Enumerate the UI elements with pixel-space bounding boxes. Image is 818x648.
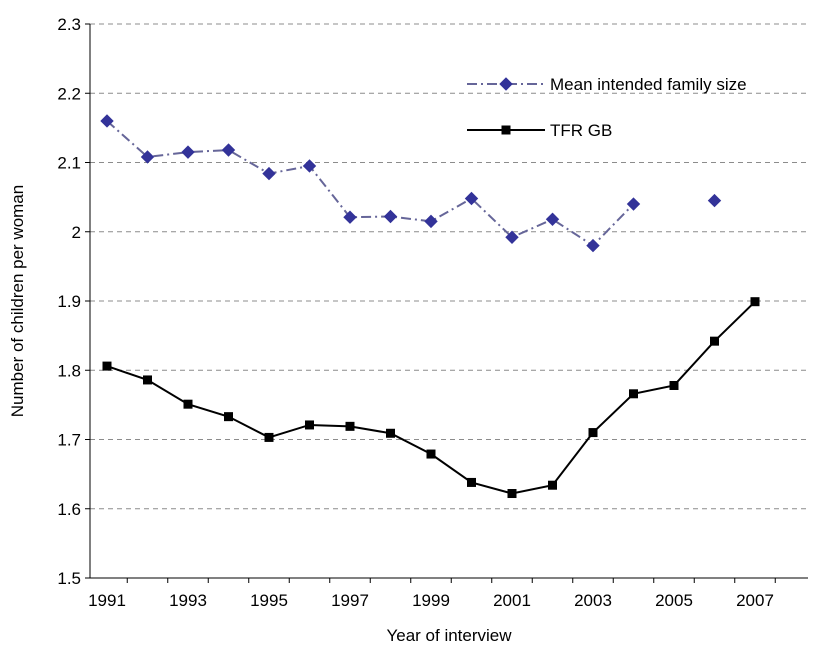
legend-label: TFR GB — [550, 121, 612, 140]
y-tick-label: 2.1 — [57, 154, 81, 173]
square-marker — [588, 428, 598, 438]
square-marker — [386, 428, 395, 438]
square-marker — [501, 125, 511, 135]
diamond-marker — [545, 212, 560, 226]
diamond-marker — [464, 191, 479, 206]
x-tick-label: 2005 — [655, 591, 693, 610]
square-marker — [426, 449, 436, 459]
x-tick-label: 1999 — [412, 591, 450, 610]
x-tick-label: 1997 — [331, 591, 369, 610]
square-marker — [143, 375, 152, 385]
diamond-marker — [343, 210, 357, 224]
diamond-marker — [626, 197, 641, 211]
diamond-marker — [181, 145, 195, 159]
square-marker — [548, 480, 557, 490]
diamond-marker — [221, 143, 236, 157]
square-marker — [305, 420, 314, 430]
x-tick-label: 1993 — [169, 591, 207, 610]
x-axis-title: Year of interview — [386, 626, 512, 645]
series-group — [102, 297, 760, 499]
square-marker — [507, 489, 517, 499]
legend: Mean intended family size TFR GB — [467, 75, 747, 140]
square-marker — [183, 399, 193, 409]
square-marker — [710, 336, 719, 346]
y-tick-labels: 1.5 1.6 1.7 1.8 1.9 2 2.1 2.2 2.3 — [57, 15, 81, 588]
square-marker — [224, 412, 233, 422]
y-axis-title: Number of children per woman — [8, 185, 27, 417]
x-tick-label: 2001 — [493, 591, 531, 610]
diamond-marker — [707, 193, 722, 208]
y-tick-label: 1.6 — [57, 500, 81, 519]
y-tick-label: 2.3 — [57, 15, 81, 34]
series-line — [106, 300, 756, 495]
axes — [89, 24, 808, 579]
legend-item: TFR GB — [467, 121, 612, 140]
series-line — [106, 120, 635, 247]
diamond-marker — [586, 238, 600, 253]
diamond-marker — [302, 159, 317, 173]
diamond-marker — [262, 166, 276, 181]
square-marker — [102, 361, 112, 371]
square-marker — [669, 380, 679, 390]
y-tick-label: 2.2 — [57, 84, 81, 103]
y-tick-label: 1.5 — [57, 569, 81, 588]
y-tick-label: 2 — [72, 223, 81, 242]
diamond-marker — [140, 150, 155, 164]
x-tick-label: 1991 — [88, 591, 126, 610]
diamond-marker — [424, 214, 438, 229]
x-tick-label: 2003 — [574, 591, 612, 610]
x-tick-labels: 1991 1993 1995 1997 1999 2001 2003 2005 2007 — [88, 591, 774, 610]
series — [100, 114, 760, 499]
y-tick-label: 1.8 — [57, 361, 81, 380]
diamond-marker — [499, 77, 513, 91]
y-tick-label: 1.9 — [57, 292, 81, 311]
series-group — [100, 114, 722, 253]
square-marker — [750, 297, 760, 307]
square-marker — [264, 432, 274, 442]
diamond-marker — [383, 209, 398, 224]
legend-label: Mean intended family size — [550, 75, 747, 94]
x-tick-label: 2007 — [736, 591, 774, 610]
gridlines — [85, 23, 808, 583]
x-tick-label: 1995 — [250, 591, 288, 610]
square-marker — [345, 421, 355, 431]
square-marker — [467, 477, 476, 487]
diamond-marker — [100, 114, 114, 128]
legend-item: Mean intended family size — [467, 75, 747, 94]
y-tick-label: 1.7 — [57, 431, 81, 450]
diamond-marker — [505, 230, 519, 244]
square-marker — [629, 389, 638, 399]
